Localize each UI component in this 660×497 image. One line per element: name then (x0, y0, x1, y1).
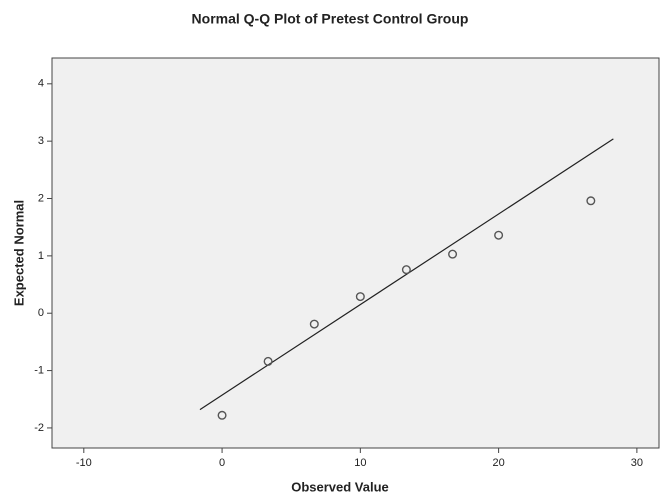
x-tick-label: -10 (76, 457, 92, 469)
point (309, 319, 319, 329)
x-axis-label: Observed Value (291, 479, 389, 494)
y-tick-label: 0 (38, 307, 44, 319)
y-tick-label: 1 (38, 250, 44, 262)
chart-title: Normal Q-Q Plot of Pretest Control Group (192, 11, 469, 27)
point (355, 292, 365, 302)
y-tick-label: -2 (34, 422, 44, 434)
point (263, 356, 273, 366)
y-tick-label: 3 (38, 135, 44, 147)
point (401, 265, 411, 275)
x-tick-label: 10 (354, 457, 366, 469)
y-tick-label: 4 (38, 78, 44, 90)
point (586, 196, 596, 206)
y-axis-label: Expected Normal (11, 200, 26, 306)
plot-area (51, 57, 660, 449)
x-tick-label: 20 (492, 457, 504, 469)
x-tick-label: 0 (219, 457, 225, 469)
y-tick-label: -1 (34, 364, 44, 376)
x-tick-label: 30 (631, 457, 643, 469)
point (217, 410, 227, 420)
point (448, 249, 458, 259)
y-tick-label: 2 (38, 192, 44, 204)
point (494, 230, 504, 240)
